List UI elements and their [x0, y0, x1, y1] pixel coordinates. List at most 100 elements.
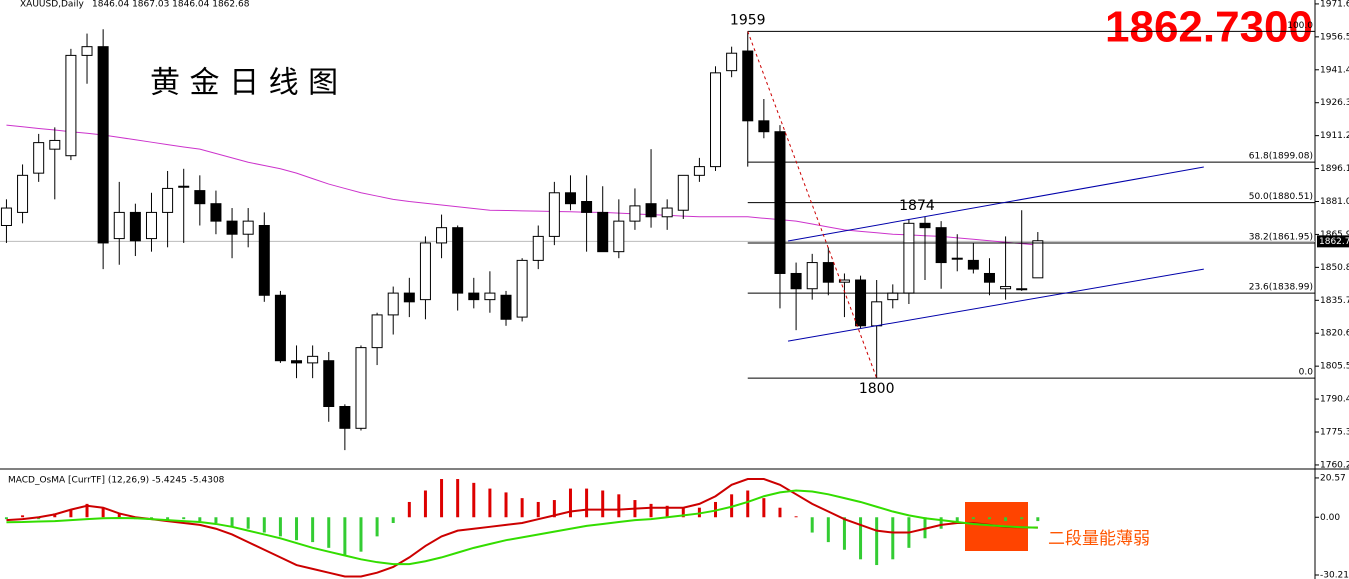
- candle-body: [452, 227, 464, 294]
- candle-body: [790, 272, 802, 290]
- price-annotation: 1959: [730, 12, 766, 28]
- candle-body: [194, 190, 206, 205]
- candle-body: [162, 187, 174, 213]
- candle-body: [500, 294, 512, 320]
- y-tick-label: 1956.50: [1320, 32, 1349, 42]
- y-tick-label: 20.57: [1320, 473, 1346, 483]
- ohlc-header: 1846.04 1867.03 1846.04 1862.68: [92, 0, 250, 10]
- candle-body: [871, 301, 883, 327]
- candle-body: [645, 203, 657, 218]
- chart-title: 黄 金 日 线 图: [150, 66, 338, 101]
- fib-label: 61.8(1899.08): [1249, 152, 1313, 162]
- candle-body: [677, 174, 689, 211]
- y-tick-label: 1835.70: [1320, 296, 1349, 306]
- macd-line: [6, 478, 1038, 578]
- candle-body: [855, 279, 867, 327]
- moving-average: [6, 124, 1038, 246]
- candle-body: [903, 222, 915, 294]
- candle-body: [758, 120, 770, 133]
- candle-body: [436, 227, 448, 244]
- candle-body: [97, 46, 109, 244]
- candle-body: [17, 174, 29, 213]
- current-price-label: 1862.73: [1319, 237, 1349, 247]
- candle-body: [548, 192, 560, 237]
- candle-body: [710, 72, 722, 168]
- candle-body: [581, 201, 593, 213]
- price-annotation: 1800: [859, 381, 895, 397]
- candle-body: [274, 294, 286, 362]
- candle-body: [468, 292, 480, 301]
- candle-body: [967, 259, 979, 270]
- candle-body: [226, 220, 238, 235]
- candle-body: [1032, 240, 1044, 279]
- y-tick-label: 1865.90: [1320, 230, 1349, 240]
- candle-body: [951, 257, 963, 260]
- price-banner: 1862.7300: [1105, 3, 1313, 52]
- candle-body: [371, 314, 383, 349]
- candle-body: [484, 292, 496, 301]
- y-tick-label: 1881.00: [1320, 197, 1349, 207]
- candle-body: [629, 205, 641, 222]
- candle-body: [532, 235, 544, 261]
- y-tick-label: 1926.30: [1320, 98, 1349, 108]
- candle-body: [693, 166, 705, 176]
- fib-label: 100.0: [1287, 21, 1313, 31]
- y-tick-label: 0.00: [1320, 513, 1340, 523]
- candle-body: [307, 355, 319, 364]
- candle-body: [33, 142, 45, 174]
- fib-label: 23.6(1838.99): [1249, 283, 1313, 293]
- macd-line: [6, 489, 1038, 566]
- candle-body: [935, 227, 947, 264]
- candle-body: [838, 279, 850, 283]
- price-annotation: 1874: [899, 198, 935, 214]
- candle-body: [742, 50, 754, 122]
- symbol-header: XAUUSD,Daily: [20, 0, 84, 10]
- candle-body: [242, 220, 254, 235]
- trendline: [787, 268, 1204, 342]
- candle-body: [564, 192, 576, 205]
- candle-body: [597, 211, 609, 253]
- candle-body: [822, 262, 834, 283]
- y-tick-label: -30.21: [1320, 571, 1349, 579]
- y-tick-label: 1896.10: [1320, 164, 1349, 174]
- candle-body: [258, 224, 270, 296]
- fib-label: 50.0(1880.51): [1249, 192, 1313, 202]
- candle-body: [129, 211, 141, 242]
- candle-body: [178, 185, 190, 188]
- fib-label: 38.2(1861.95): [1249, 233, 1313, 243]
- candle-body: [323, 360, 335, 408]
- candle-body: [887, 292, 899, 301]
- candle-body: [806, 262, 818, 290]
- candle-body: [210, 203, 222, 222]
- fib-label: 0.0: [1299, 368, 1314, 378]
- candle-body: [726, 52, 738, 72]
- y-tick-label: 1790.40: [1320, 395, 1349, 405]
- y-tick-label: 1971.60: [1320, 0, 1349, 9]
- candle-body: [983, 272, 995, 283]
- indicator-header: MACD_OsMA [CurrTF] (12,26,9) -5.4245 -5.…: [8, 476, 225, 486]
- y-tick-label: 1805.50: [1320, 362, 1349, 372]
- candle-body: [516, 259, 528, 318]
- candle-body: [0, 207, 12, 226]
- candle-body: [387, 292, 399, 316]
- trendline: [787, 166, 1204, 242]
- candle-body: [65, 54, 77, 157]
- candle-body: [145, 211, 157, 240]
- candle-body: [613, 220, 625, 253]
- y-tick-label: 1911.20: [1320, 131, 1349, 141]
- candle-body: [113, 211, 125, 240]
- y-tick-label: 1941.40: [1320, 65, 1349, 75]
- candle-body: [81, 46, 93, 56]
- candle-body: [1000, 286, 1012, 290]
- indicator-note: 二段量能薄弱: [1048, 529, 1150, 549]
- candle-body: [291, 360, 303, 364]
- current-price-box: [1317, 235, 1349, 248]
- candle-body: [661, 207, 673, 218]
- candle-body: [919, 222, 931, 229]
- y-tick-label: 1760.20: [1320, 460, 1349, 470]
- candle-body: [419, 242, 431, 301]
- y-tick-label: 1775.30: [1320, 428, 1349, 438]
- candle-body: [1016, 288, 1028, 291]
